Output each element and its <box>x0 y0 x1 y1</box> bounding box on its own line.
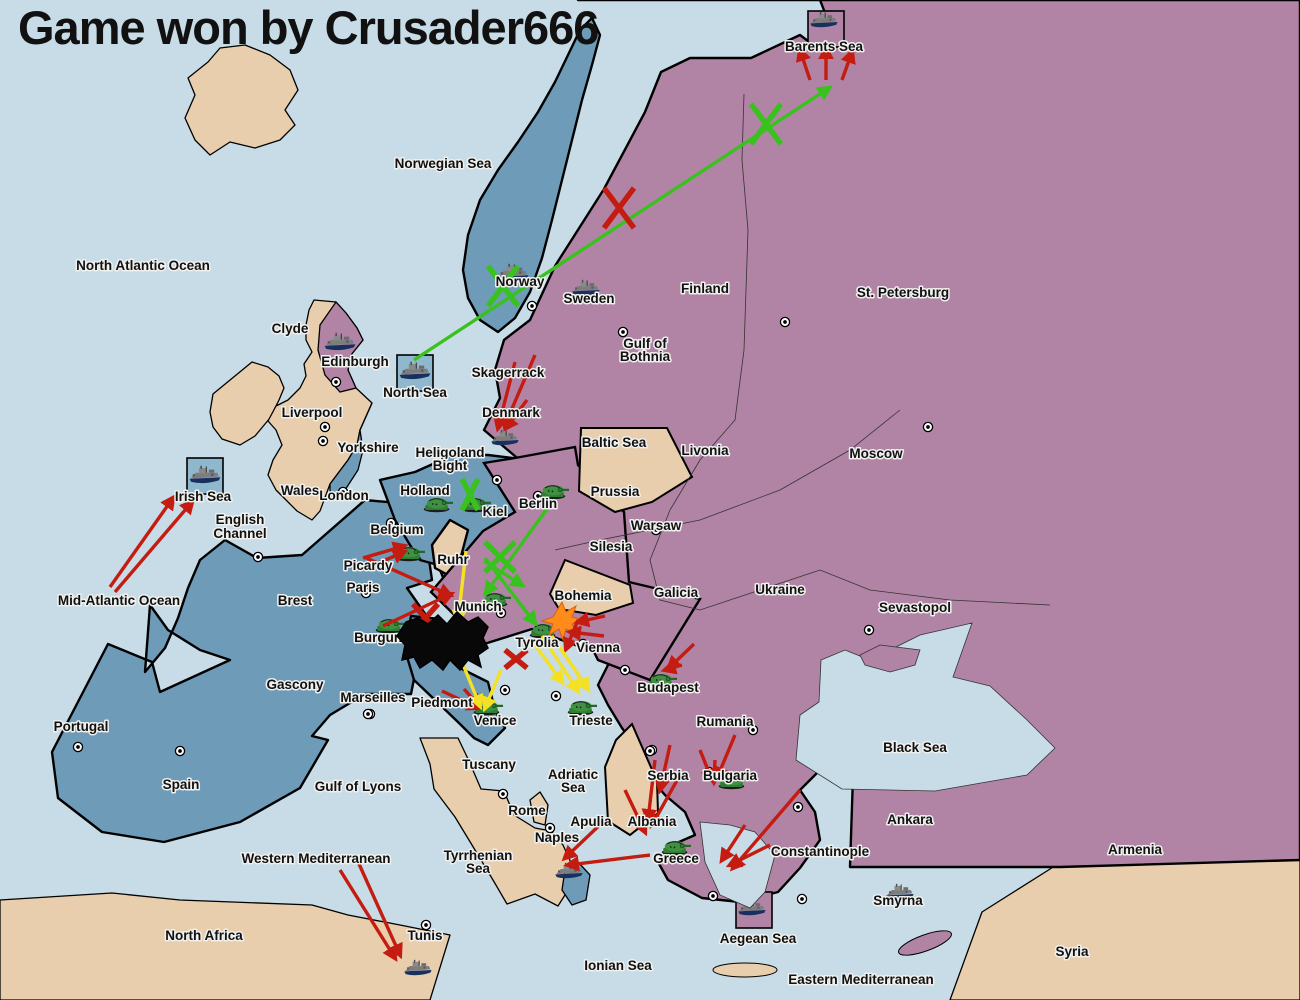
svg-text:Syria: Syria <box>1055 944 1089 959</box>
svg-text:Rome: Rome <box>508 803 546 818</box>
svg-text:Finland: Finland <box>681 281 729 296</box>
svg-text:Ankara: Ankara <box>887 812 933 827</box>
svg-text:Naples: Naples <box>535 830 579 845</box>
svg-text:Galicia: Galicia <box>654 585 699 600</box>
svg-text:Berlin: Berlin <box>519 496 557 511</box>
svg-text:Ruhr: Ruhr <box>437 552 469 567</box>
svg-text:Sweden: Sweden <box>563 291 614 306</box>
svg-text:North Africa: North Africa <box>165 928 243 943</box>
svg-text:Black Sea: Black Sea <box>883 740 947 755</box>
svg-text:Marseilles: Marseilles <box>340 690 405 705</box>
svg-text:Sea: Sea <box>466 861 491 876</box>
svg-text:Warsaw: Warsaw <box>631 518 682 533</box>
svg-text:Bothnia: Bothnia <box>620 349 671 364</box>
svg-text:Livonia: Livonia <box>681 443 729 458</box>
svg-text:Piedmont: Piedmont <box>411 695 473 710</box>
svg-text:Bight: Bight <box>433 458 468 473</box>
svg-text:Paris: Paris <box>346 580 379 595</box>
svg-text:Eastern Mediterranean: Eastern Mediterranean <box>788 972 934 987</box>
svg-text:Rumania: Rumania <box>696 714 754 729</box>
svg-text:Bohemia: Bohemia <box>554 588 612 603</box>
svg-text:Bulgaria: Bulgaria <box>703 768 758 783</box>
svg-text:Mid-Atlantic Ocean: Mid-Atlantic Ocean <box>58 593 180 608</box>
svg-text:Armenia: Armenia <box>1108 842 1163 857</box>
svg-text:Serbia: Serbia <box>647 768 689 783</box>
svg-text:Tuscany: Tuscany <box>462 757 516 772</box>
svg-text:Holland: Holland <box>400 483 450 498</box>
svg-text:Budapest: Budapest <box>637 680 699 695</box>
svg-text:London: London <box>319 488 368 503</box>
svg-text:Trieste: Trieste <box>569 713 613 728</box>
svg-text:Picardy: Picardy <box>344 558 393 573</box>
svg-text:Prussia: Prussia <box>591 484 640 499</box>
svg-text:Belgium: Belgium <box>370 522 423 537</box>
svg-text:Tunis: Tunis <box>408 928 443 943</box>
svg-text:Channel: Channel <box>213 526 266 541</box>
svg-text:Barents Sea: Barents Sea <box>785 39 864 54</box>
svg-text:Spain: Spain <box>163 777 200 792</box>
svg-text:Norwegian Sea: Norwegian Sea <box>395 156 492 171</box>
svg-text:Western Mediterranean: Western Mediterranean <box>241 851 390 866</box>
svg-text:Denmark: Denmark <box>482 405 540 420</box>
svg-text:Moscow: Moscow <box>849 446 903 461</box>
svg-text:Greece: Greece <box>653 851 699 866</box>
svg-text:Albania: Albania <box>628 814 677 829</box>
svg-text:Aegean Sea: Aegean Sea <box>720 931 797 946</box>
svg-text:Yorkshire: Yorkshire <box>337 440 399 455</box>
svg-text:Constantinople: Constantinople <box>771 844 870 859</box>
svg-text:Baltic Sea: Baltic Sea <box>582 435 647 450</box>
svg-text:Clyde: Clyde <box>272 321 309 336</box>
svg-text:Gulf of Lyons: Gulf of Lyons <box>315 779 402 794</box>
svg-text:Silesia: Silesia <box>590 539 633 554</box>
svg-text:English: English <box>216 512 265 527</box>
svg-text:Edinburgh: Edinburgh <box>321 354 389 369</box>
svg-text:Ionian Sea: Ionian Sea <box>584 958 652 973</box>
svg-text:Liverpool: Liverpool <box>282 405 343 420</box>
svg-text:Irish Sea: Irish Sea <box>175 489 232 504</box>
svg-text:Munich: Munich <box>454 599 501 614</box>
svg-text:Ukraine: Ukraine <box>755 582 805 597</box>
svg-text:Brest: Brest <box>278 593 313 608</box>
svg-text:Tyrolia: Tyrolia <box>515 635 559 650</box>
svg-text:Gascony: Gascony <box>266 677 324 692</box>
svg-text:Venice: Venice <box>474 713 517 728</box>
svg-text:Sevastopol: Sevastopol <box>879 600 951 615</box>
svg-text:Portugal: Portugal <box>54 719 109 734</box>
svg-text:Norway: Norway <box>496 274 545 289</box>
svg-text:St. Petersburg: St. Petersburg <box>857 285 949 300</box>
svg-text:Smyrna: Smyrna <box>873 893 923 908</box>
svg-text:North Atlantic Ocean: North Atlantic Ocean <box>76 258 210 273</box>
svg-text:Apulia: Apulia <box>570 814 612 829</box>
svg-text:Wales: Wales <box>281 483 320 498</box>
svg-text:North Sea: North Sea <box>383 385 447 400</box>
svg-text:Sea: Sea <box>561 780 586 795</box>
svg-text:Vienna: Vienna <box>576 640 621 655</box>
svg-text:Kiel: Kiel <box>483 504 508 519</box>
svg-text:Skagerrack: Skagerrack <box>472 365 545 380</box>
